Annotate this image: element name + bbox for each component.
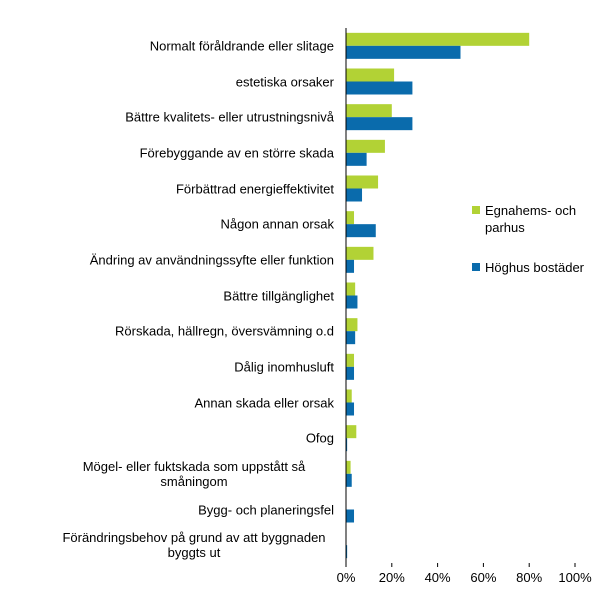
bar: [346, 246, 374, 260]
bar: [346, 32, 530, 46]
bar: [346, 259, 355, 273]
bar: [346, 438, 348, 452]
category-label: estetiska orsaker: [20, 74, 334, 89]
bar: [346, 402, 355, 416]
category-label: Ofog: [20, 431, 334, 446]
category-label: Förbättrad energieffektivitet: [20, 181, 334, 196]
category-text: Bygg- och planeringsfel: [198, 502, 334, 517]
bar: [346, 473, 352, 487]
category-text: Mögel- eller fuktskada som uppstått så s…: [82, 458, 306, 489]
category-label: Förändringsbehov på grund av att byggnad…: [20, 530, 334, 560]
legend-entry: Egnahems- och parhus: [472, 202, 602, 236]
category-label: Bättre kvalitets- eller utrustningsnivå: [20, 110, 334, 125]
x-tick-label: 40%: [424, 570, 451, 585]
category-label: Bättre tillgänglighet: [20, 288, 334, 303]
category-text: Ofog: [305, 430, 334, 446]
category-text: Rörskada, hällregn, översvämning o.d: [115, 323, 334, 339]
category-text: Förebyggande av en större skada: [139, 145, 334, 161]
x-tick-label: 20%: [378, 570, 405, 585]
bar: [346, 211, 355, 225]
category-label: Bygg- och planeringsfel: [20, 502, 334, 517]
bar: [346, 389, 352, 403]
category-label: Mögel- eller fuktskada som uppstått så s…: [20, 459, 334, 489]
bar: [346, 295, 358, 309]
x-tick-label: 80%: [516, 570, 543, 585]
bar: [346, 188, 363, 202]
bar: [346, 282, 356, 296]
legend-swatch: [472, 206, 480, 214]
category-label: Förebyggande av en större skada: [20, 145, 334, 160]
category-label: Någon annan orsak: [20, 217, 334, 232]
bar: [346, 104, 392, 118]
category-text: Någon annan orsak: [220, 216, 334, 232]
bar: [346, 117, 413, 131]
bar: [346, 81, 413, 95]
legend-swatch: [472, 263, 480, 271]
x-tick-label: 0%: [336, 570, 356, 585]
bar: [346, 45, 461, 59]
bar: [346, 175, 379, 189]
category-label: Ändring av användningssyfte eller funkti…: [20, 252, 334, 267]
category-text: Ändring av användningssyfte eller funkti…: [89, 252, 334, 268]
bar: [346, 460, 351, 474]
bar: [346, 425, 357, 439]
bar: [346, 318, 358, 332]
category-text: Annan skada eller orsak: [194, 395, 334, 410]
category-text: Förändringsbehov på grund av att byggnad…: [62, 530, 326, 561]
category-text: Förbättrad energieffektivitet: [175, 181, 334, 196]
bar: [346, 68, 395, 82]
bar: [346, 366, 355, 380]
legend-label: Höghus bostäder: [485, 260, 585, 275]
bar: [346, 509, 355, 523]
category-label: Normalt föråldrande eller slitage: [20, 38, 334, 53]
category-text: estetiska orsaker: [235, 74, 334, 89]
category-label: Rörskada, hällregn, översvämning o.d: [20, 324, 334, 339]
bar: [346, 353, 355, 367]
bar: [346, 224, 376, 238]
category-text: Dålig inomhusluft: [234, 359, 334, 375]
x-tick-label: 100%: [558, 570, 592, 585]
category-text: Bättre kvalitets- eller utrustningsnivå: [125, 109, 334, 125]
bar: [346, 139, 385, 153]
category-text: Bättre tillgänglighet: [223, 288, 334, 303]
category-label: Dålig inomhusluft: [20, 359, 334, 374]
category-label: Annan skada eller orsak: [20, 395, 334, 410]
legend-label: Egnahems- och parhus: [485, 203, 577, 235]
category-text: Normalt föråldrande eller slitage: [149, 38, 334, 54]
bar: [346, 545, 348, 559]
legend-entry: Höghus bostäder: [472, 259, 602, 276]
bar: [346, 152, 367, 166]
bar: [346, 331, 356, 345]
x-tick-label: 60%: [470, 570, 497, 585]
